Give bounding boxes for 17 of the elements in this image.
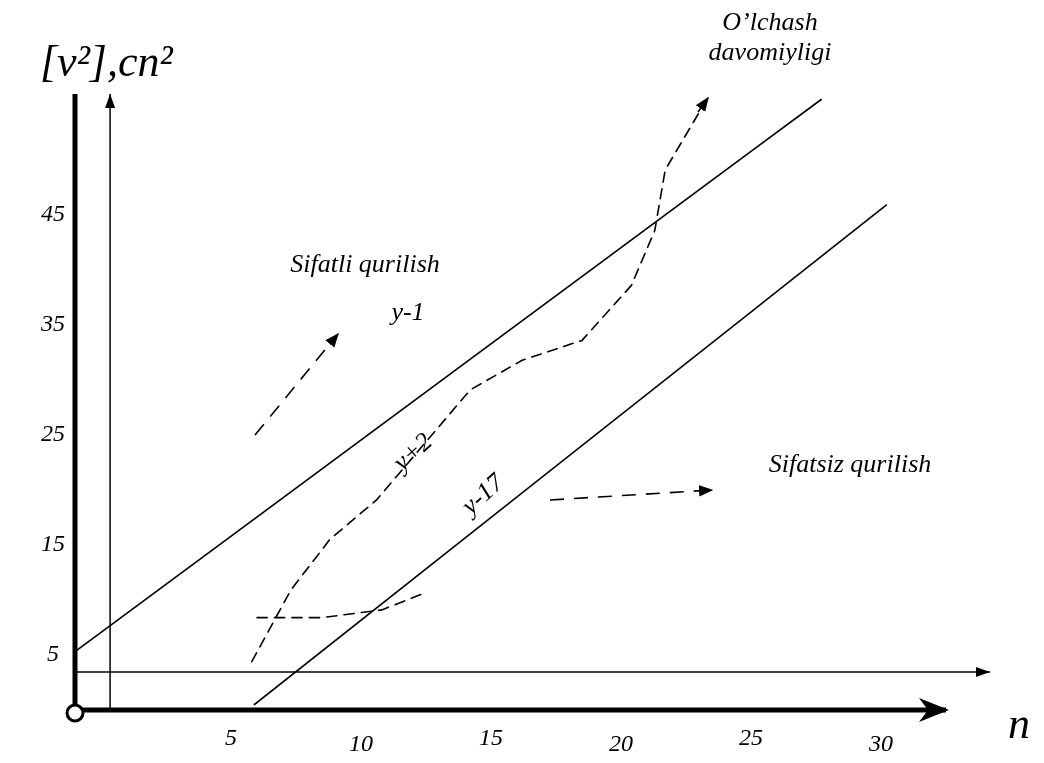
- y-tick-label: 45: [41, 199, 65, 226]
- annotation: y-1: [388, 297, 425, 326]
- y-tick-label: 5: [47, 639, 59, 666]
- y-axis-title: [v²],cn²: [40, 37, 174, 86]
- x-tick-label: 20: [609, 730, 633, 756]
- x-tick-label: 25: [739, 724, 763, 750]
- y-tick-label: 15: [41, 529, 65, 556]
- annotation: Sifatsiz qurilish: [768, 449, 932, 478]
- x-tick-label: 5: [225, 724, 237, 750]
- x-tick-label: 10: [349, 730, 373, 756]
- x-tick-label: 15: [479, 724, 503, 750]
- x-axis-title: n: [1008, 699, 1030, 748]
- x-tick-label: 30: [868, 730, 893, 756]
- y-tick-label: 35: [40, 309, 65, 336]
- y-tick-label: 25: [41, 419, 65, 446]
- text: O’lchash davomiyligi: [708, 7, 832, 66]
- annotation: Sifatli qurilish: [290, 249, 440, 278]
